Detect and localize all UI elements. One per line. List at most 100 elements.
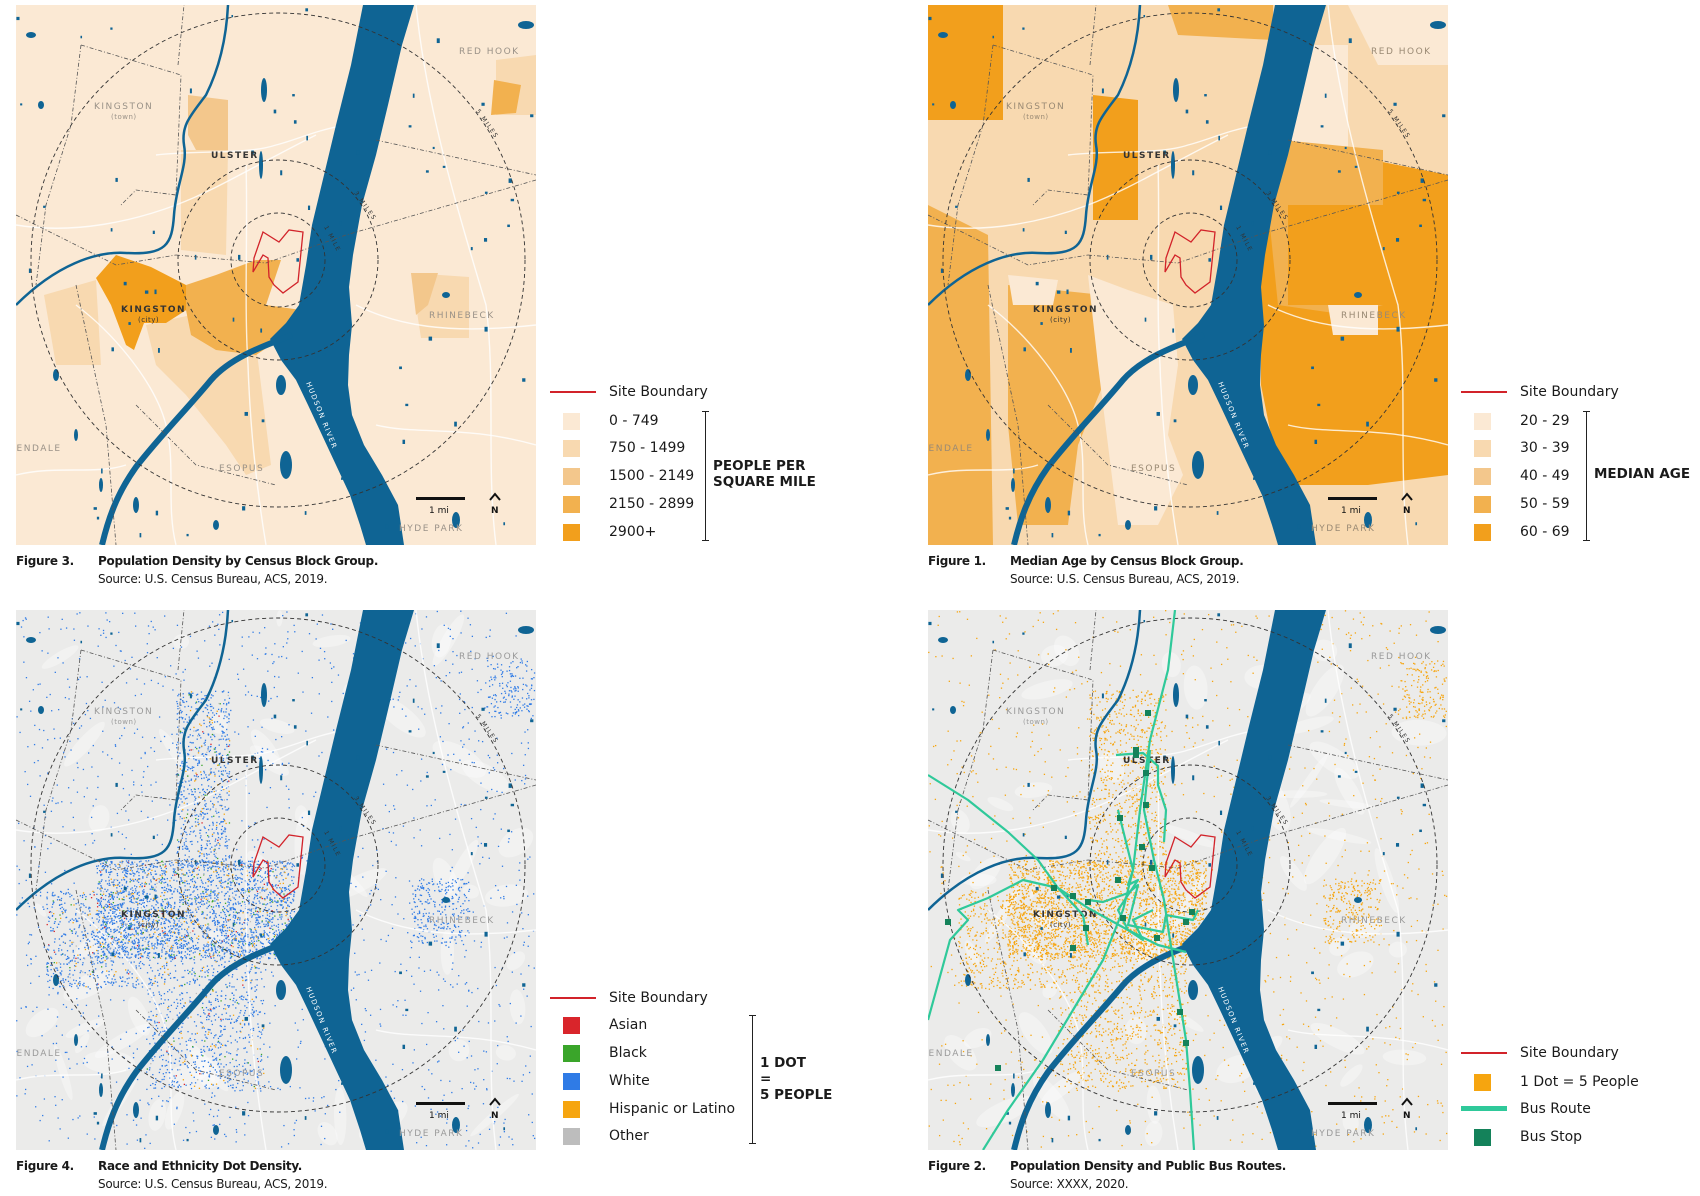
dot [137, 897, 139, 899]
lake [518, 21, 534, 29]
dot [163, 894, 165, 897]
dot [492, 655, 494, 658]
dot [121, 985, 123, 988]
dot [183, 891, 185, 894]
dot [194, 867, 196, 870]
dot [193, 876, 195, 878]
dot [176, 928, 178, 930]
dot [143, 683, 146, 685]
dot [293, 1134, 295, 1137]
dot [34, 846, 36, 848]
dot [116, 904, 119, 906]
dot [226, 910, 229, 912]
dot [47, 970, 49, 972]
dot [18, 822, 20, 825]
dot [108, 620, 111, 623]
dot [267, 923, 270, 925]
dot [273, 936, 275, 938]
dot [127, 870, 129, 872]
dot [283, 865, 285, 867]
dot [116, 909, 118, 911]
dot [102, 916, 104, 919]
dot [173, 879, 175, 881]
dot [150, 747, 152, 749]
dot [92, 931, 95, 934]
dot [529, 1055, 531, 1057]
dot [167, 945, 169, 947]
dot [86, 676, 88, 678]
dot [197, 775, 200, 778]
dot [284, 922, 286, 924]
dot [271, 884, 273, 887]
dot [487, 1022, 490, 1024]
dot [257, 938, 260, 940]
dot [101, 865, 103, 868]
dot [79, 895, 81, 897]
hillshade [448, 1039, 470, 1062]
dot [234, 908, 236, 910]
dot [115, 951, 118, 953]
dot [167, 910, 169, 913]
dot [465, 982, 468, 984]
dot [486, 790, 489, 793]
dot [129, 881, 131, 883]
dot [152, 888, 154, 890]
dot [132, 863, 134, 865]
dot [162, 901, 164, 903]
dot [270, 893, 272, 895]
dot [57, 896, 59, 898]
dot [130, 909, 132, 911]
dot [170, 925, 172, 927]
dot [189, 909, 192, 911]
dot [58, 982, 60, 984]
dot [174, 871, 177, 873]
dot [449, 984, 452, 986]
dot [238, 864, 241, 866]
dot [121, 861, 123, 863]
dot [436, 971, 438, 973]
dot [375, 1059, 377, 1061]
dot [363, 939, 365, 941]
dot [213, 909, 215, 912]
dot [492, 767, 495, 769]
dot [108, 871, 110, 874]
dot [91, 917, 93, 919]
dot [192, 911, 194, 913]
dot [142, 892, 144, 894]
dot [257, 880, 259, 882]
dot [413, 1049, 416, 1051]
dot [225, 858, 227, 860]
dot [212, 906, 215, 908]
dot [119, 909, 121, 911]
dot [89, 924, 92, 926]
dot [105, 870, 107, 872]
dot [244, 1134, 246, 1136]
dot [62, 913, 64, 915]
dot [163, 947, 166, 950]
dot [159, 874, 161, 876]
dot [279, 898, 281, 900]
dot [60, 899, 62, 902]
dot [475, 826, 477, 829]
dot [81, 964, 84, 966]
dot [426, 805, 428, 807]
pond [1395, 238, 1400, 242]
dot [515, 884, 518, 886]
dot [161, 930, 164, 932]
dot [221, 924, 223, 927]
dot [175, 913, 178, 916]
pond [101, 468, 103, 474]
dot [245, 932, 247, 934]
dot [240, 856, 242, 858]
dot [94, 956, 97, 958]
dot [211, 621, 214, 623]
dot [162, 912, 165, 914]
pond [399, 366, 402, 370]
dot [111, 895, 114, 897]
dot [231, 888, 234, 890]
dot [468, 989, 470, 991]
dot [100, 986, 103, 989]
dot [65, 1006, 68, 1008]
dot [170, 906, 172, 908]
dot [186, 909, 189, 911]
